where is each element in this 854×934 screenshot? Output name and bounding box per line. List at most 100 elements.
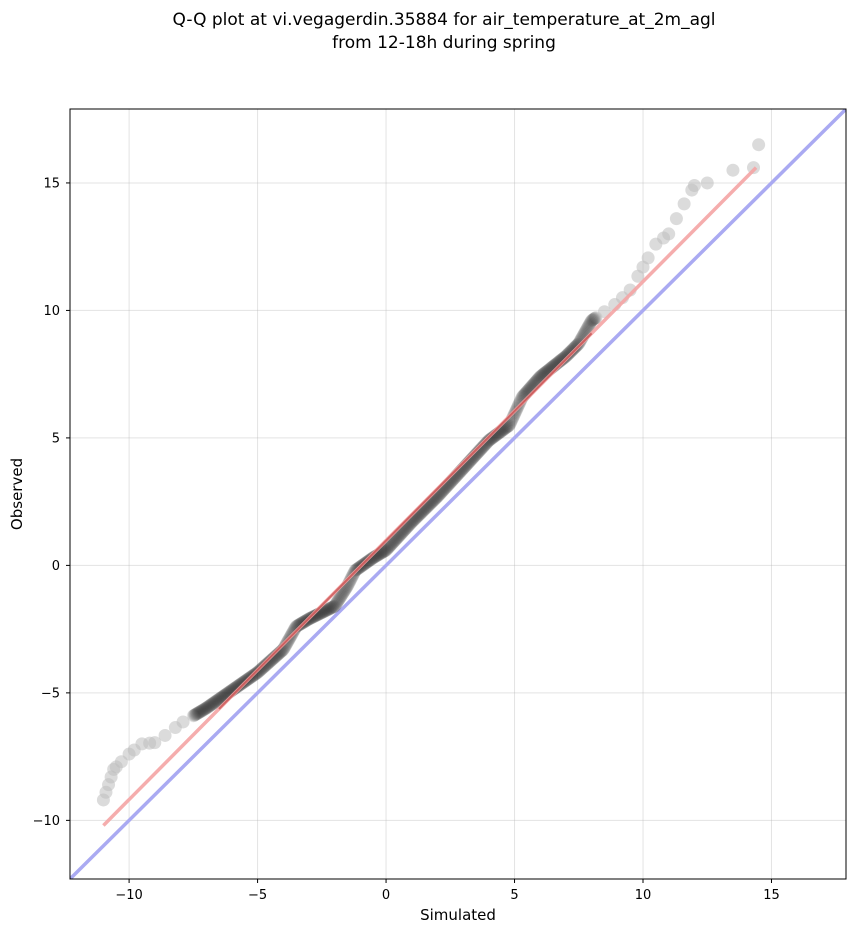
qq-point	[323, 602, 337, 616]
qq-point	[362, 553, 376, 567]
qq-point	[214, 691, 228, 705]
qq-point	[573, 334, 587, 348]
qq-point	[380, 542, 394, 556]
qq-point	[293, 617, 307, 631]
qq-point	[234, 677, 248, 691]
qq-point	[308, 609, 322, 623]
qq-point	[258, 659, 272, 673]
qq-point	[230, 680, 244, 694]
qq-point	[202, 699, 216, 713]
qq-point	[479, 436, 493, 450]
qq-point	[333, 590, 347, 604]
qq-point	[555, 352, 569, 366]
qq-point	[363, 553, 377, 567]
qq-point	[321, 602, 335, 616]
qq-point	[587, 312, 601, 326]
qq-point	[381, 541, 395, 555]
qq-point	[344, 571, 358, 585]
qq-point	[570, 338, 584, 352]
qq-point	[320, 603, 334, 617]
qq-point	[568, 340, 582, 354]
qq-point	[476, 440, 490, 454]
grid-lines	[70, 109, 846, 879]
qq-point	[330, 595, 344, 609]
qq-point	[259, 658, 273, 672]
qq-point	[205, 697, 219, 711]
qq-point	[343, 574, 357, 588]
qq-point	[482, 433, 496, 447]
qq-point	[580, 322, 594, 336]
qq-point	[478, 438, 492, 452]
qq-point	[331, 594, 345, 608]
y-axis-label: Observed	[8, 458, 26, 530]
qq-point	[201, 700, 215, 714]
qq-point	[480, 436, 494, 450]
qq-point	[559, 349, 573, 363]
plot-frame	[69, 108, 847, 880]
qq-point	[508, 407, 522, 421]
qq-tail-point	[158, 728, 172, 742]
qq-point	[265, 653, 279, 667]
qq-point	[204, 698, 218, 712]
qq-point	[384, 537, 398, 551]
qq-point	[204, 698, 218, 712]
qq-point	[324, 601, 338, 615]
qq-point	[326, 600, 340, 614]
qq-point	[253, 664, 267, 678]
qq-point	[202, 699, 216, 713]
qq-point	[194, 704, 208, 718]
qq-point	[572, 335, 586, 349]
qq-point	[366, 551, 380, 565]
qq-point	[569, 340, 583, 354]
qq-tail-point	[726, 163, 740, 177]
qq-point	[477, 438, 491, 452]
qq-point	[190, 707, 204, 721]
qq-point	[288, 622, 302, 636]
qq-point	[477, 439, 491, 453]
qq-point	[582, 318, 596, 332]
qq-tail-point	[148, 736, 162, 750]
qq-point	[254, 663, 268, 677]
qq-point	[261, 656, 275, 670]
qq-point	[206, 696, 220, 710]
qq-point	[294, 617, 308, 631]
qq-point	[187, 708, 201, 722]
qq-point	[365, 552, 379, 566]
qq-point	[564, 344, 578, 358]
qq-point	[203, 698, 217, 712]
qq-point	[507, 408, 521, 422]
qq-point	[382, 540, 396, 554]
qq-point	[196, 703, 210, 717]
qq-point	[255, 661, 269, 675]
qq-point	[585, 314, 599, 328]
qq-point	[569, 339, 583, 353]
qq-point	[362, 554, 376, 568]
qq-point	[379, 543, 393, 557]
qq-tail-point	[662, 227, 676, 241]
qq-point	[323, 601, 337, 615]
qq-point	[292, 618, 306, 632]
qq-point	[257, 660, 271, 674]
qq-point	[572, 337, 586, 351]
qq-point	[319, 603, 333, 617]
qq-point	[587, 312, 601, 326]
qq-point	[197, 702, 211, 716]
qq-point	[190, 707, 204, 721]
qq-point	[364, 552, 378, 566]
qq-point	[191, 706, 205, 720]
qq-point	[278, 639, 292, 653]
qq-point	[211, 693, 225, 707]
qq-point	[567, 341, 581, 355]
qq-tail-point	[746, 161, 760, 175]
qq-point	[188, 708, 202, 722]
qq-point	[483, 433, 497, 447]
qq-point	[235, 677, 249, 691]
qq-point	[561, 347, 575, 361]
qq-point	[233, 678, 247, 692]
chart-title-line1: Q-Q plot at vi.vegagerdin.35884 for air_…	[172, 10, 715, 30]
qq-point	[213, 691, 227, 705]
x-tick-label: 0	[382, 888, 390, 903]
qq-point	[195, 704, 209, 718]
qq-point	[325, 600, 339, 614]
qq-point	[513, 394, 527, 408]
